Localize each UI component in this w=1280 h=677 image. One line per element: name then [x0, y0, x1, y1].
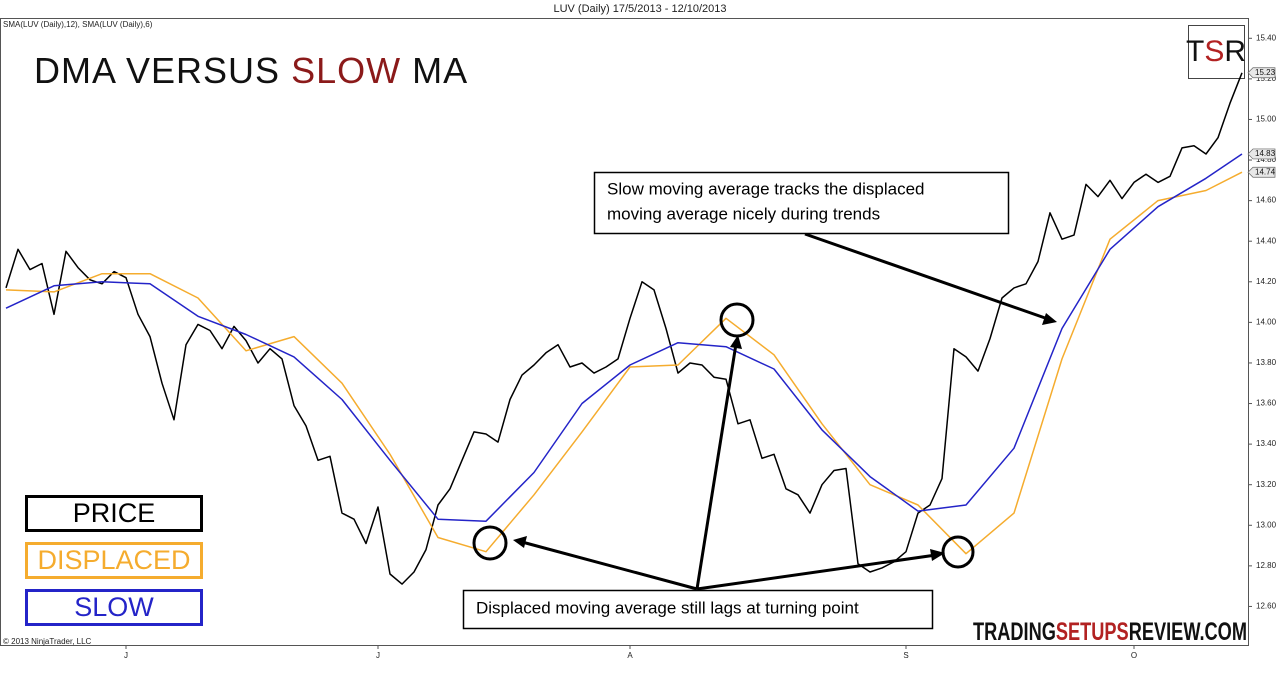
- x-tick-label: A: [627, 651, 633, 660]
- y-tick-label: 13.20: [1256, 480, 1277, 489]
- heading-part: MA: [401, 50, 468, 91]
- y-tick-label: 13.80: [1256, 358, 1277, 367]
- y-tick-label: 15.00: [1256, 115, 1277, 124]
- y-tick-label: 13.40: [1256, 439, 1277, 448]
- legend-box: [25, 589, 203, 626]
- chart-title: LUV (Daily) 17/5/2013 - 12/10/2013: [553, 3, 726, 15]
- heading: DMA VERSUS SLOW MA: [34, 50, 468, 91]
- logo: TSR: [1186, 35, 1246, 68]
- arrowheads: [513, 313, 1057, 561]
- y-tick-label: 14.80: [1256, 155, 1277, 164]
- annotation: moving average nicely during trends: [607, 204, 880, 223]
- series-line: [5, 153, 1243, 522]
- lines: [5, 72, 1243, 585]
- callouts: [472, 232, 1049, 591]
- watermark-part: TRADING: [973, 618, 1056, 646]
- end-tag: [1247, 148, 1276, 160]
- circle: [941, 535, 975, 569]
- heading-part: DMA VERSUS: [34, 50, 291, 91]
- x-tick-label: J: [124, 651, 128, 660]
- watermark-part: REVIEW.COM: [1129, 618, 1247, 646]
- legend-label: DISPLACED: [37, 545, 190, 575]
- end-label: 15.23: [1255, 68, 1276, 77]
- watermark: TRADINGSETUPSREVIEW.COM: [973, 618, 1247, 646]
- y-tick-label: 14.40: [1256, 236, 1277, 245]
- arrowhead: [513, 536, 527, 548]
- logo-part: S: [1204, 35, 1224, 68]
- arrowhead: [730, 335, 742, 349]
- x-tick-label: S: [903, 651, 908, 660]
- annotation: Displaced moving average still lags at t…: [476, 598, 859, 617]
- y-tick-label: 15.40: [1256, 33, 1277, 42]
- series-line: [5, 72, 1243, 585]
- heading-part: SLOW: [291, 50, 401, 91]
- arrowhead: [1042, 313, 1057, 325]
- legend-box: [25, 495, 203, 532]
- arrow: [696, 553, 937, 591]
- arrow: [521, 540, 698, 591]
- logo-box: [1188, 25, 1245, 79]
- y-tick-label: 12.60: [1256, 602, 1277, 611]
- plot-frame: [0, 18, 1249, 646]
- annotation-box: [462, 589, 934, 630]
- y-tick-label: 13.60: [1256, 399, 1277, 408]
- legend-label: SLOW: [74, 592, 154, 622]
- y-tick-label: 13.00: [1256, 520, 1277, 529]
- logo-part: R: [1224, 35, 1246, 68]
- copyright: © 2013 NinjaTrader, LLC: [3, 637, 92, 646]
- y-tick-label: 14.20: [1256, 277, 1277, 286]
- x-tick-label: J: [376, 651, 380, 660]
- y-tick-label: 15.20: [1256, 74, 1277, 83]
- circle: [719, 302, 755, 338]
- legend-box: [25, 542, 203, 579]
- arrow: [804, 232, 1049, 321]
- y-tick-label: 14.00: [1256, 317, 1277, 326]
- circle: [472, 525, 508, 561]
- y-tick-label: 12.80: [1256, 561, 1277, 570]
- end-label: 14.74: [1255, 167, 1276, 176]
- end-tag: [1247, 67, 1276, 79]
- legend-label: PRICE: [73, 498, 156, 528]
- indicator-label: SMA(LUV (Daily),12), SMA(LUV (Daily),6): [3, 20, 153, 29]
- series-line: [5, 171, 1243, 555]
- x-tick-label: O: [1131, 651, 1137, 660]
- y-tick-label: 14.60: [1256, 196, 1277, 205]
- logo-part: T: [1186, 35, 1204, 68]
- annotation-box: [593, 171, 1010, 235]
- arrowhead: [930, 549, 945, 561]
- end-tag: [1247, 166, 1276, 178]
- annotation: Slow moving average tracks the displaced: [607, 179, 925, 198]
- watermark-part: SETUPS: [1056, 618, 1129, 646]
- arrow: [695, 343, 738, 590]
- end-label: 14.83: [1255, 149, 1276, 158]
